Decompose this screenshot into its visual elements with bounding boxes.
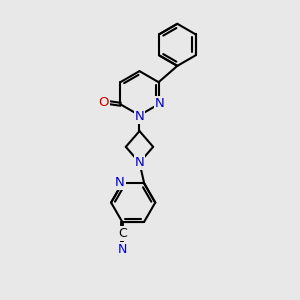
Text: N: N	[115, 176, 124, 189]
Text: O: O	[98, 96, 109, 109]
Text: N: N	[135, 156, 144, 169]
Text: N: N	[155, 97, 164, 110]
Text: C: C	[118, 227, 127, 240]
Text: N: N	[135, 110, 144, 123]
Text: N: N	[117, 242, 127, 256]
